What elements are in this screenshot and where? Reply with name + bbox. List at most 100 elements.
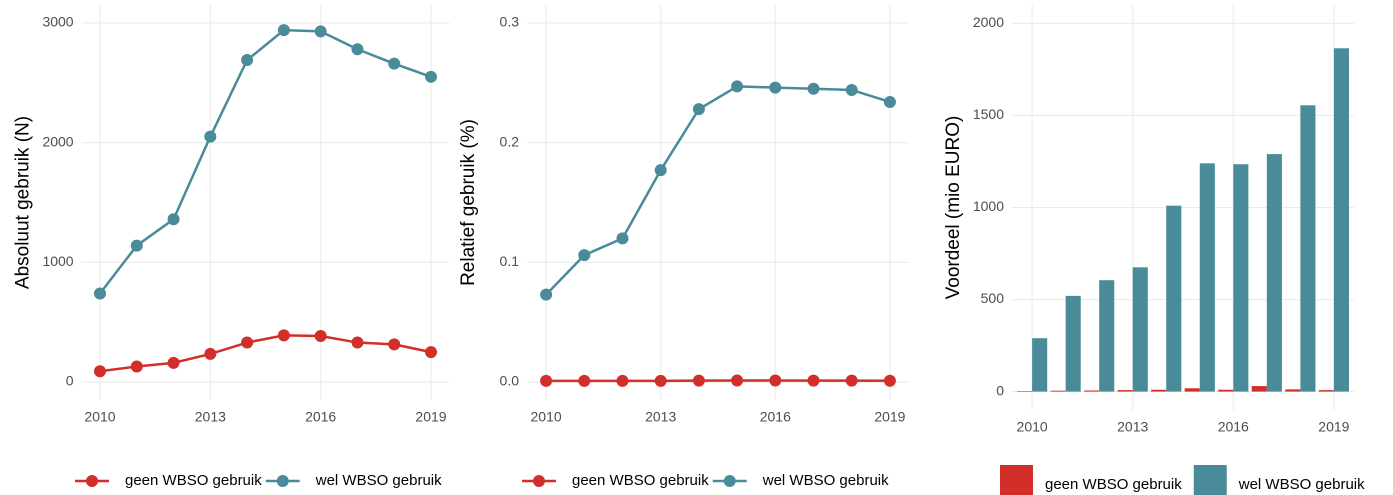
legend-label: geen WBSO gebruik	[572, 472, 709, 489]
legend-label: wel WBSO gebruik	[315, 472, 442, 489]
point	[654, 374, 667, 387]
point	[241, 54, 254, 67]
y-tick-label: 0	[66, 373, 74, 389]
y-tick-label: 1000	[973, 198, 1004, 214]
bar	[1166, 205, 1182, 392]
point	[616, 374, 629, 387]
line	[99, 334, 432, 373]
legend-point	[723, 475, 736, 487]
legend-label: geen WBSO gebruik	[125, 472, 262, 489]
point	[540, 374, 553, 387]
point	[883, 95, 896, 108]
bar	[1151, 389, 1167, 392]
point	[769, 81, 782, 94]
legend-label: geen WBSO gebruik	[1045, 476, 1182, 493]
y-tick-label: 0.0	[500, 373, 520, 389]
point	[883, 374, 896, 387]
point	[93, 365, 106, 378]
x-tick-label: 2016	[1218, 419, 1249, 435]
bar	[1285, 389, 1301, 392]
point	[425, 70, 438, 83]
point	[351, 43, 364, 56]
point	[277, 24, 290, 37]
point	[616, 232, 629, 245]
bar	[1084, 390, 1100, 392]
x-tick-label: 2019	[874, 409, 905, 425]
x-tick-label: 2010	[84, 409, 115, 425]
bar	[1132, 267, 1148, 392]
y-tick-label: 0.3	[500, 14, 520, 30]
x-tick-label: 2013	[1117, 419, 1148, 435]
bar	[1233, 164, 1249, 392]
point	[692, 374, 705, 387]
point	[807, 374, 820, 387]
bar	[1117, 390, 1133, 392]
bar	[1032, 338, 1048, 392]
legend-label: wel WBSO gebruik	[762, 472, 889, 489]
point	[314, 329, 327, 342]
point	[425, 346, 438, 359]
y-tick-label: 1000	[42, 253, 73, 269]
point	[167, 213, 180, 226]
y-tick-label: 2000	[42, 133, 73, 149]
point	[93, 287, 106, 300]
bar	[1318, 390, 1334, 392]
legend-label: wel WBSO gebruik	[1238, 476, 1365, 493]
bar	[1199, 163, 1215, 392]
legend-point	[276, 475, 289, 487]
point	[845, 374, 858, 387]
y-tick-label: 0	[996, 382, 1004, 398]
x-tick-label: 2016	[305, 409, 336, 425]
bar	[1050, 390, 1066, 392]
y-tick-label: 2000	[973, 14, 1004, 30]
bar	[1184, 388, 1200, 392]
point	[351, 336, 364, 349]
point	[578, 249, 591, 262]
bar	[1218, 389, 1234, 392]
point	[277, 329, 290, 342]
x-tick-label: 2010	[531, 409, 562, 425]
legend-key	[1000, 465, 1033, 495]
x-tick-label: 2019	[1318, 419, 1349, 435]
point	[540, 288, 553, 301]
point	[388, 338, 401, 351]
x-tick-label: 2013	[645, 409, 676, 425]
bar	[1333, 48, 1349, 392]
x-tick-label: 2010	[1017, 419, 1048, 435]
y-tick-label: 500	[981, 290, 1005, 306]
line	[545, 85, 891, 296]
y-tick-label: 3000	[42, 14, 73, 30]
x-tick-label: 2019	[415, 409, 446, 425]
point	[314, 25, 327, 38]
bar	[1251, 386, 1267, 392]
line	[98, 28, 432, 295]
y-tick-label: 0.2	[500, 133, 520, 149]
point	[388, 57, 401, 70]
point	[845, 83, 858, 96]
point	[807, 82, 820, 95]
point	[167, 356, 180, 369]
point	[130, 360, 143, 373]
x-tick-label: 2013	[195, 409, 226, 425]
point	[204, 130, 217, 143]
point	[654, 164, 667, 177]
bar	[1017, 391, 1033, 392]
point	[731, 374, 744, 387]
point	[692, 103, 705, 116]
y-tick-label: 1500	[973, 106, 1004, 122]
y-axis-title: Absoluut gebruik (N)	[13, 116, 34, 289]
bar	[1099, 280, 1115, 392]
legend-point	[533, 475, 545, 487]
point	[731, 80, 744, 93]
point	[130, 239, 143, 252]
point	[769, 374, 782, 387]
point	[204, 347, 217, 360]
point	[578, 374, 591, 387]
y-tick-label: 0.1	[500, 253, 520, 269]
x-tick-label: 2016	[760, 409, 791, 425]
y-axis-title: Relatief gebruik (%)	[458, 119, 479, 286]
legend-key	[1193, 465, 1227, 495]
legend-point	[86, 475, 98, 487]
point	[241, 336, 254, 349]
